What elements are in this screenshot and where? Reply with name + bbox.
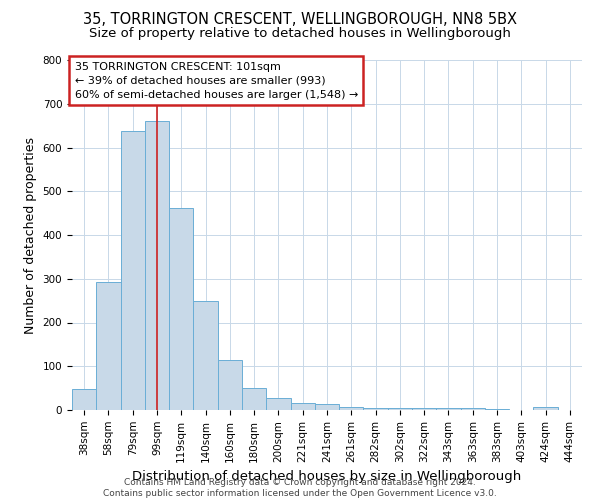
Text: 35 TORRINGTON CRESCENT: 101sqm
← 39% of detached houses are smaller (993)
60% of: 35 TORRINGTON CRESCENT: 101sqm ← 39% of … bbox=[74, 62, 358, 100]
Bar bbox=[461, 408, 485, 410]
Bar bbox=[315, 404, 339, 410]
X-axis label: Distribution of detached houses by size in Wellingborough: Distribution of detached houses by size … bbox=[133, 470, 521, 483]
Text: Size of property relative to detached houses in Wellingborough: Size of property relative to detached ho… bbox=[89, 28, 511, 40]
Bar bbox=[412, 408, 436, 410]
Bar bbox=[193, 300, 218, 410]
Bar bbox=[72, 390, 96, 410]
Bar bbox=[388, 408, 412, 410]
Bar bbox=[96, 282, 121, 410]
Bar bbox=[266, 398, 290, 410]
Text: 35, TORRINGTON CRESCENT, WELLINGBOROUGH, NN8 5BX: 35, TORRINGTON CRESCENT, WELLINGBOROUGH,… bbox=[83, 12, 517, 28]
Bar bbox=[533, 406, 558, 410]
Bar bbox=[218, 360, 242, 410]
Bar bbox=[485, 409, 509, 410]
Bar bbox=[145, 121, 169, 410]
Bar bbox=[364, 408, 388, 410]
Bar bbox=[290, 404, 315, 410]
Bar bbox=[339, 407, 364, 410]
Bar bbox=[169, 208, 193, 410]
Bar bbox=[436, 408, 461, 410]
Y-axis label: Number of detached properties: Number of detached properties bbox=[24, 136, 37, 334]
Bar bbox=[242, 388, 266, 410]
Text: Contains HM Land Registry data © Crown copyright and database right 2024.
Contai: Contains HM Land Registry data © Crown c… bbox=[103, 478, 497, 498]
Bar bbox=[121, 131, 145, 410]
